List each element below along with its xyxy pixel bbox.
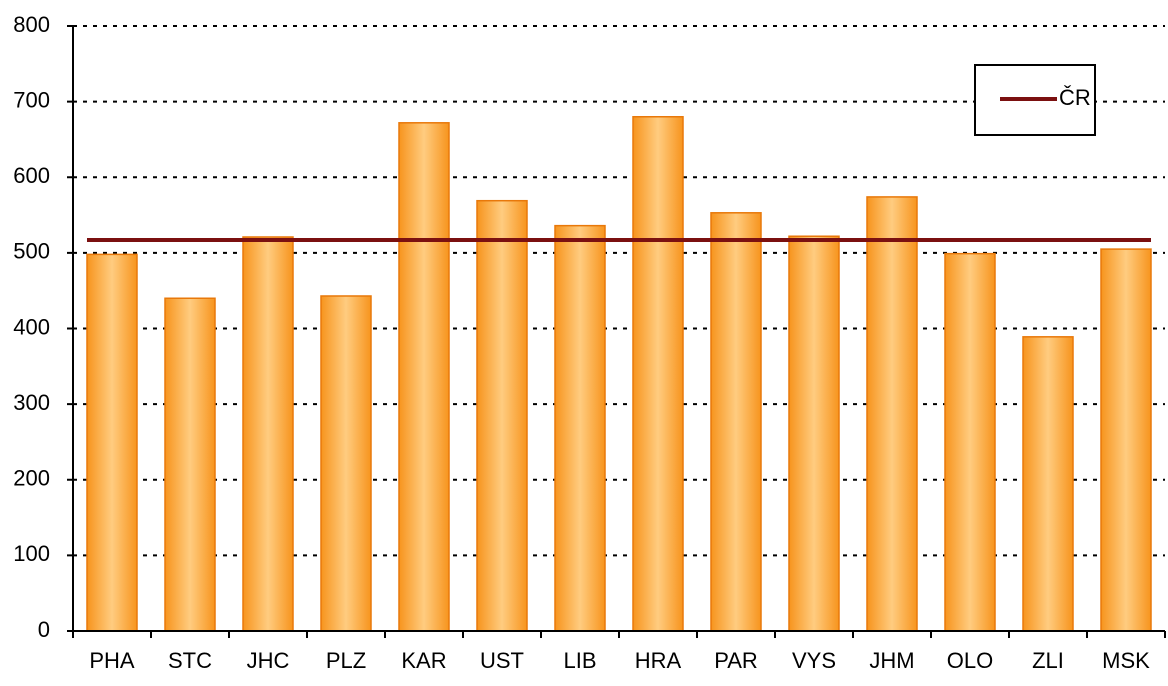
y-tick-label: 0 [38,617,50,642]
y-tick-label: 700 [13,87,50,112]
bar [476,199,528,632]
bar [632,116,684,632]
bar [554,224,606,632]
bar [86,253,138,632]
y-tick-label: 100 [13,541,50,566]
x-tick-label: PHA [89,648,135,673]
x-tick-label: STC [168,648,212,673]
bar [1100,248,1152,632]
y-tick-label: 600 [13,163,50,188]
x-tick-label: JHC [247,648,290,673]
x-tick-label: UST [480,648,524,673]
x-tick-label: VYS [792,648,836,673]
x-tick-label: PAR [714,648,758,673]
bar [866,196,918,632]
bar [398,122,450,632]
x-tick-label: HRA [635,648,682,673]
bar [1022,336,1074,632]
y-tick-label: 300 [13,390,50,415]
bar [164,297,216,632]
x-tick-label: KAR [401,648,446,673]
x-tick-label: JHM [869,648,914,673]
legend-label: ČR [1059,85,1091,110]
x-tick-label: OLO [947,648,993,673]
x-tick-label: PLZ [326,648,366,673]
y-tick-label: 400 [13,314,50,339]
y-tick-label: 500 [13,239,50,264]
y-tick-label: 200 [13,466,50,491]
x-tick-label: ZLI [1032,648,1064,673]
bar [710,212,762,632]
bar [944,252,996,632]
y-tick-label: 800 [13,12,50,37]
x-tick-label: LIB [563,648,596,673]
bar [242,236,294,632]
x-tick-label: MSK [1102,648,1150,673]
bar [320,295,372,632]
bar [788,235,840,632]
